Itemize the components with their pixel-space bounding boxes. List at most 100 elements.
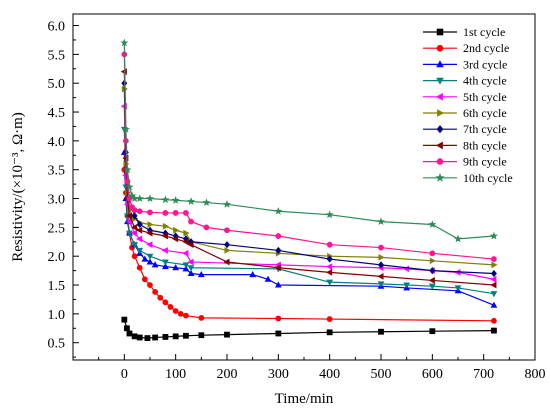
- data-point: [173, 226, 180, 234]
- data-point: [198, 332, 205, 339]
- data-point: [491, 317, 497, 324]
- legend-marker: [436, 158, 444, 165]
- data-point: [491, 327, 497, 334]
- data-point: [223, 258, 230, 266]
- data-point: [161, 247, 168, 254]
- data-point: [126, 230, 133, 237]
- data-point: [274, 281, 282, 288]
- data-point: [490, 275, 497, 283]
- data-point: [141, 255, 149, 262]
- data-point: [146, 253, 154, 260]
- data-point: [187, 269, 195, 277]
- legend-label: 6th cycle: [463, 106, 507, 120]
- data-point: [136, 247, 144, 255]
- data-point: [130, 224, 138, 231]
- data-point: [202, 198, 211, 206]
- legend-item: 4th cycle: [423, 74, 507, 88]
- data-point: [275, 246, 282, 255]
- y-tick-label: 4.0: [48, 135, 66, 150]
- data-point: [326, 241, 333, 248]
- data-point: [147, 209, 153, 216]
- y-tick-label: 2.0: [48, 250, 66, 265]
- y-tick-label: 1.5: [48, 279, 66, 294]
- legend-marker: [436, 77, 444, 85]
- data-point: [172, 264, 180, 271]
- series-line: [123, 169, 494, 322]
- data-point: [162, 299, 169, 306]
- legend-label: 3rd cycle: [463, 57, 507, 71]
- data-point: [326, 263, 333, 270]
- data-point: [489, 231, 498, 240]
- data-point: [188, 218, 194, 225]
- data-point: [152, 334, 159, 341]
- series-10: [120, 38, 498, 243]
- data-point: [428, 220, 437, 228]
- y-tick-label: 0.5: [48, 337, 66, 352]
- data-point: [378, 328, 384, 335]
- data-point: [162, 259, 169, 266]
- data-point: [325, 210, 334, 219]
- series-line: [123, 42, 494, 240]
- legend-marker: [437, 109, 445, 117]
- x-tick-label: 0: [121, 367, 128, 382]
- legend-label: 1st cycle: [463, 25, 505, 39]
- legend-label: 9th cycle: [463, 155, 507, 169]
- data-point: [120, 38, 129, 47]
- data-point: [157, 294, 164, 301]
- data-point: [135, 194, 144, 202]
- data-point: [152, 289, 159, 295]
- data-point: [146, 258, 154, 265]
- x-tick-label: 200: [217, 367, 238, 382]
- data-point: [177, 310, 184, 317]
- data-point: [124, 325, 130, 332]
- data-point: [183, 229, 190, 237]
- series-layer: [120, 38, 498, 341]
- data-point: [378, 261, 384, 269]
- series-line: [123, 319, 494, 339]
- data-point: [275, 315, 282, 322]
- data-point: [162, 262, 169, 270]
- legend-item: 5th cycle: [423, 90, 507, 104]
- data-point: [377, 273, 384, 280]
- data-point: [145, 194, 155, 202]
- data-point: [131, 253, 138, 260]
- data-point: [274, 264, 281, 272]
- data-point: [182, 238, 189, 246]
- data-point: [378, 244, 384, 251]
- series-1: [121, 316, 497, 341]
- data-point: [454, 285, 462, 292]
- data-point: [326, 255, 333, 263]
- data-point: [172, 210, 179, 216]
- data-point: [182, 262, 190, 269]
- data-point: [429, 328, 436, 335]
- data-point: [125, 182, 134, 191]
- data-point: [429, 267, 436, 275]
- data-point: [264, 275, 272, 282]
- data-point: [161, 195, 170, 204]
- y-tick-label: 5.0: [48, 77, 66, 92]
- data-point: [249, 271, 257, 278]
- legend-label: 2nd cycle: [463, 41, 509, 55]
- y-axis-title: Resistivity/(×10⁻³, Ω·m): [10, 112, 26, 262]
- data-point: [197, 271, 205, 278]
- data-point: [183, 312, 189, 319]
- data-point: [128, 191, 137, 200]
- series-line: [123, 129, 495, 295]
- x-tick-label: 700: [473, 367, 494, 382]
- legend-item: 2nd cycle: [423, 41, 509, 55]
- x-tick-label: 100: [165, 367, 186, 382]
- y-tick-label: 3.5: [48, 164, 66, 179]
- data-point: [141, 276, 148, 283]
- legend-marker: [436, 60, 444, 68]
- data-point: [123, 165, 132, 174]
- data-point: [172, 333, 179, 340]
- data-point: [172, 235, 179, 243]
- data-point: [131, 212, 138, 220]
- data-point: [429, 250, 436, 257]
- data-point: [376, 217, 386, 226]
- series-2: [121, 166, 497, 324]
- axis-ticks: 0 100 200 300 400 500 600 700 800 0.5 1.0 1.5 2.0 2.5…: [48, 20, 546, 382]
- legend-marker: [435, 92, 443, 101]
- legend-marker: [436, 28, 444, 36]
- data-point: [198, 315, 205, 321]
